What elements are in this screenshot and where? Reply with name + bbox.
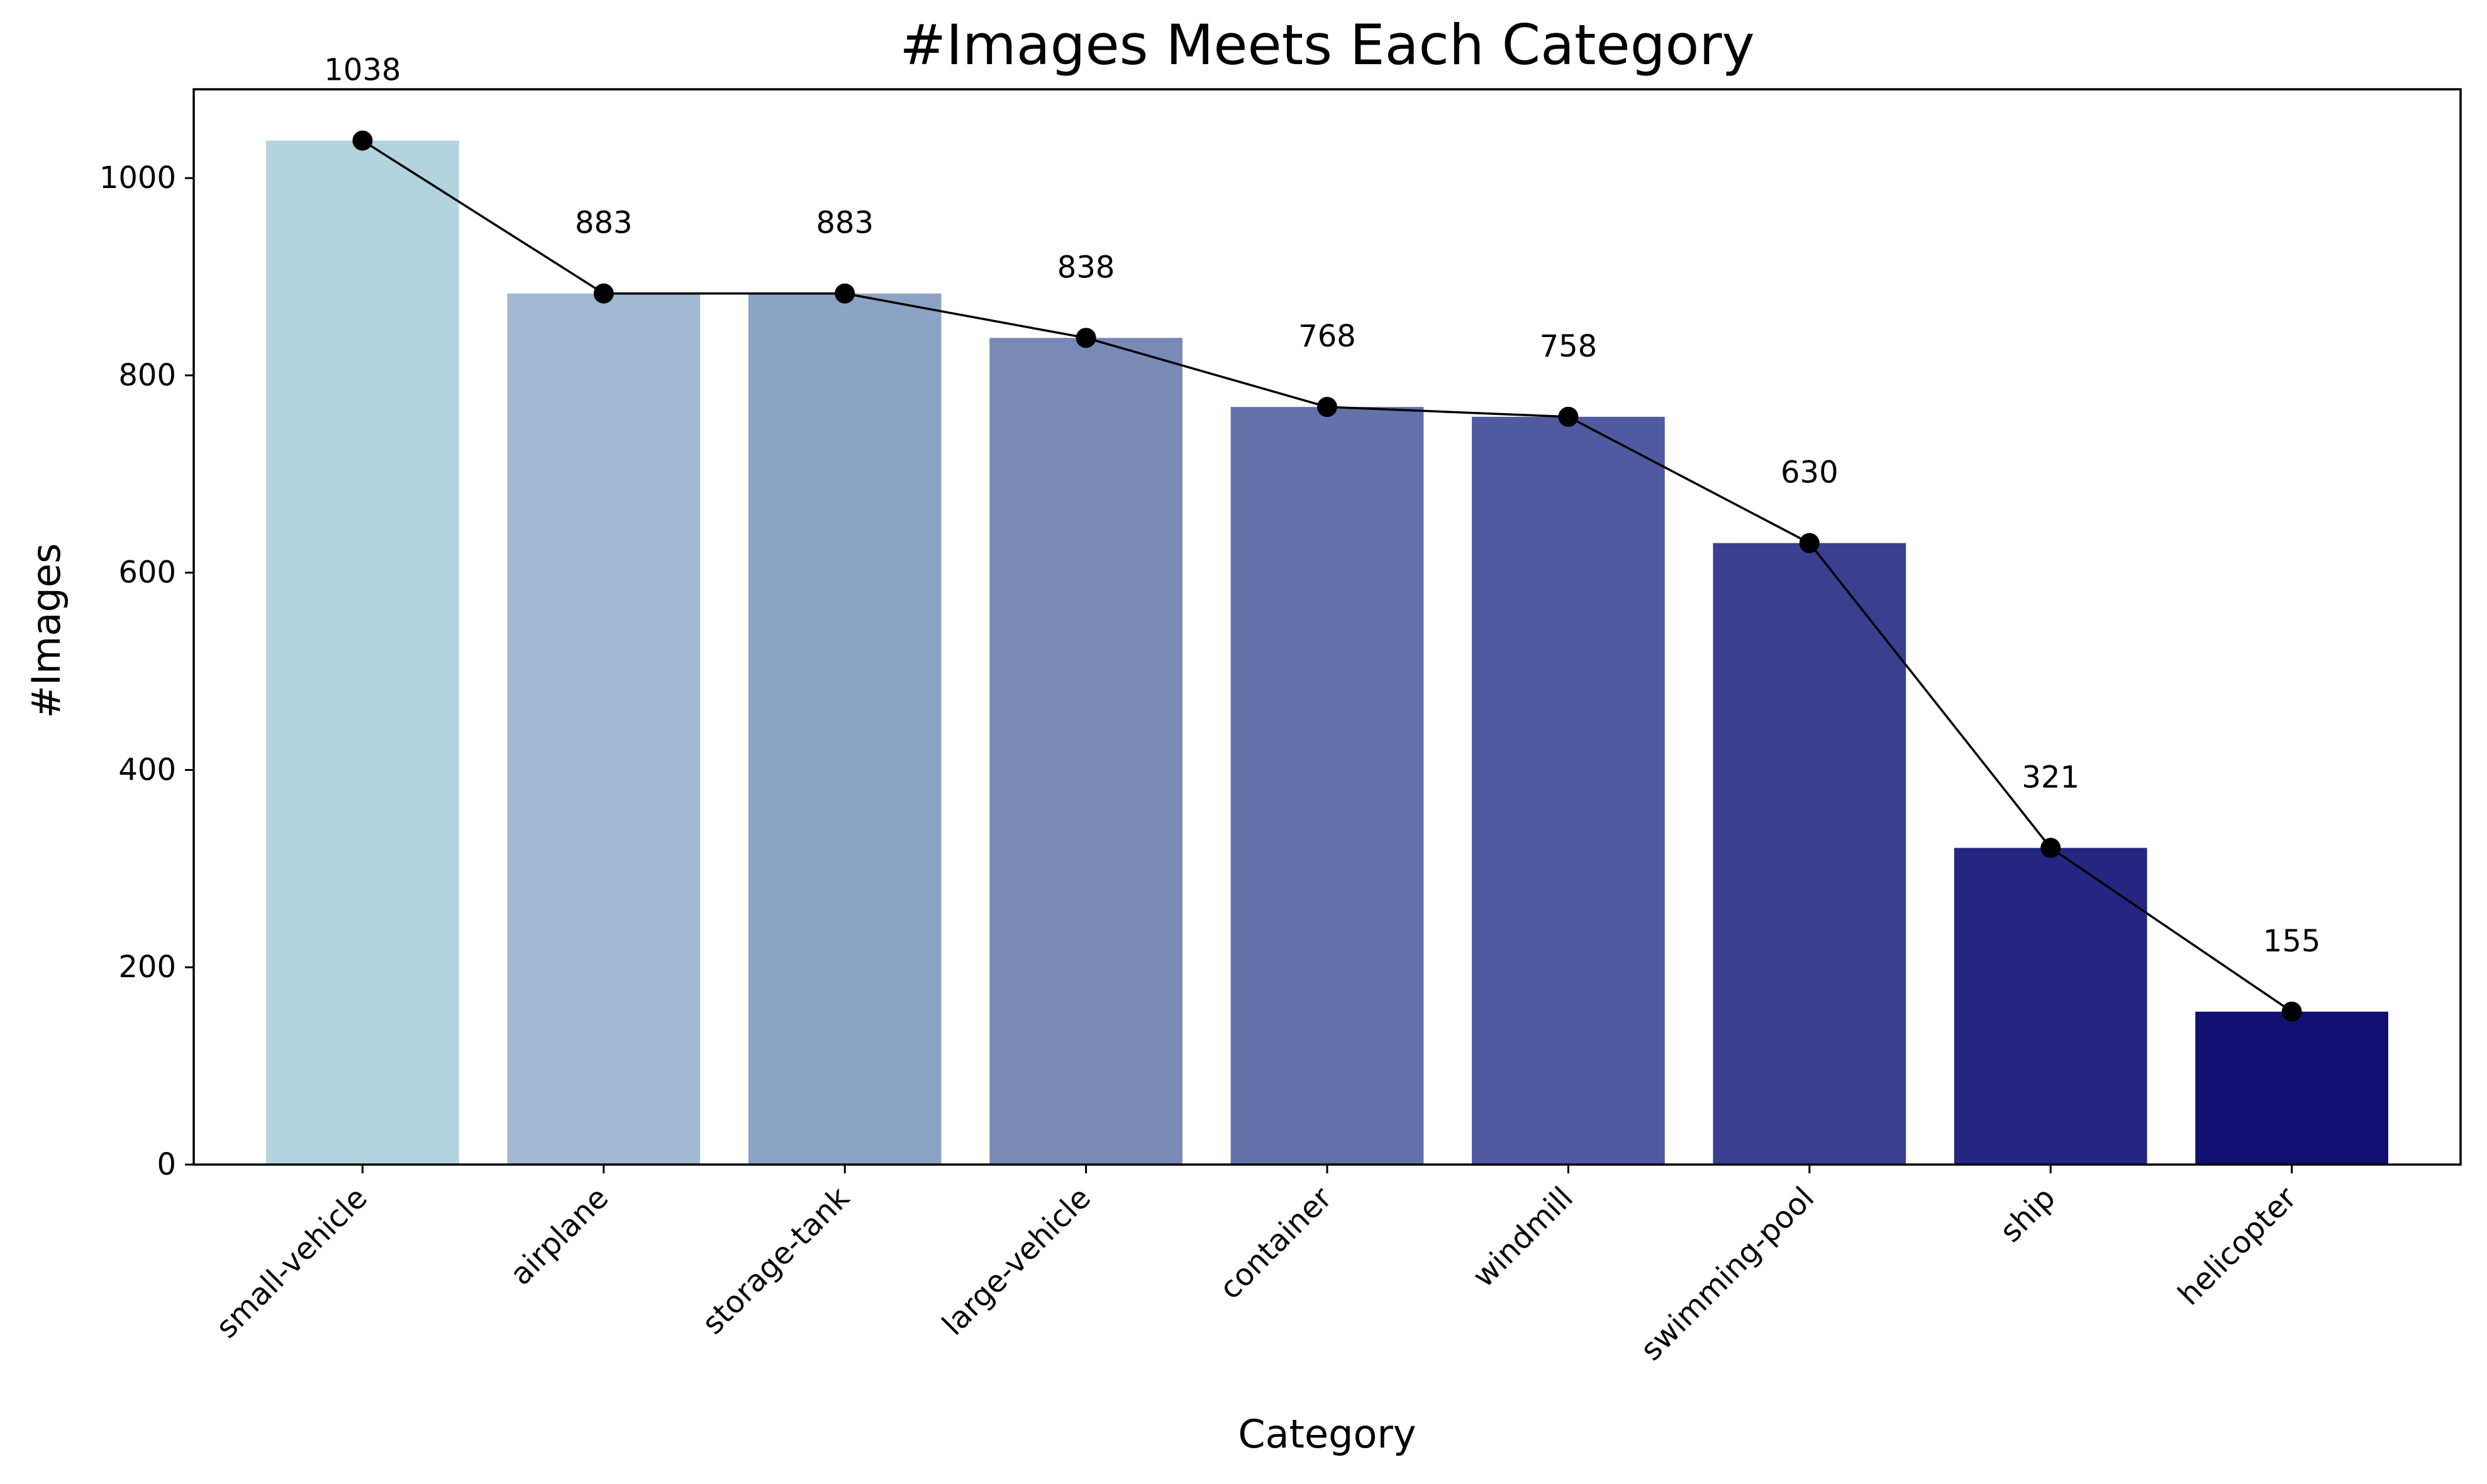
bar <box>1230 407 1424 1165</box>
bar <box>1472 416 1665 1165</box>
value-marker <box>593 283 614 304</box>
value-marker <box>1558 406 1579 427</box>
data-labels-layer: 1038 883 883 838 768 758 630 321 155 <box>324 53 2320 959</box>
y-tick-label: 200 <box>118 950 176 985</box>
bar <box>989 338 1182 1165</box>
data-label: 321 <box>2022 760 2079 795</box>
bar <box>266 140 459 1165</box>
y-tick-label: 0 <box>157 1147 176 1182</box>
y-tick-label: 800 <box>118 358 176 393</box>
value-line-layer <box>352 130 2302 1022</box>
data-label: 883 <box>816 206 874 241</box>
bar <box>748 293 942 1165</box>
x-axis-label: Category <box>1238 1411 1416 1457</box>
value-marker <box>1317 397 1337 418</box>
value-marker <box>352 130 373 151</box>
data-label: 768 <box>1298 319 1356 354</box>
bar <box>2195 1011 2388 1165</box>
y-tick-label: 1000 <box>99 160 176 196</box>
value-marker <box>1799 533 1820 553</box>
y-tick-label: 600 <box>118 555 176 590</box>
data-label: 758 <box>1540 329 1598 364</box>
bar <box>1954 848 2147 1165</box>
data-label: 630 <box>1781 455 1839 490</box>
bar <box>1713 543 1906 1165</box>
value-marker <box>835 283 855 304</box>
data-label: 838 <box>1057 250 1115 285</box>
y-tick-label: 400 <box>118 752 176 787</box>
value-marker <box>2040 838 2061 858</box>
data-label: 883 <box>575 206 633 241</box>
y-axis-label: #Images <box>23 543 69 718</box>
bars-layer <box>266 140 2388 1165</box>
value-marker <box>2281 1001 2302 1022</box>
bar <box>507 293 701 1165</box>
value-marker <box>1076 328 1096 348</box>
data-label: 1038 <box>324 53 401 88</box>
data-label: 155 <box>2263 924 2321 959</box>
chart-title: #Images Meets Each Category <box>899 13 1754 77</box>
